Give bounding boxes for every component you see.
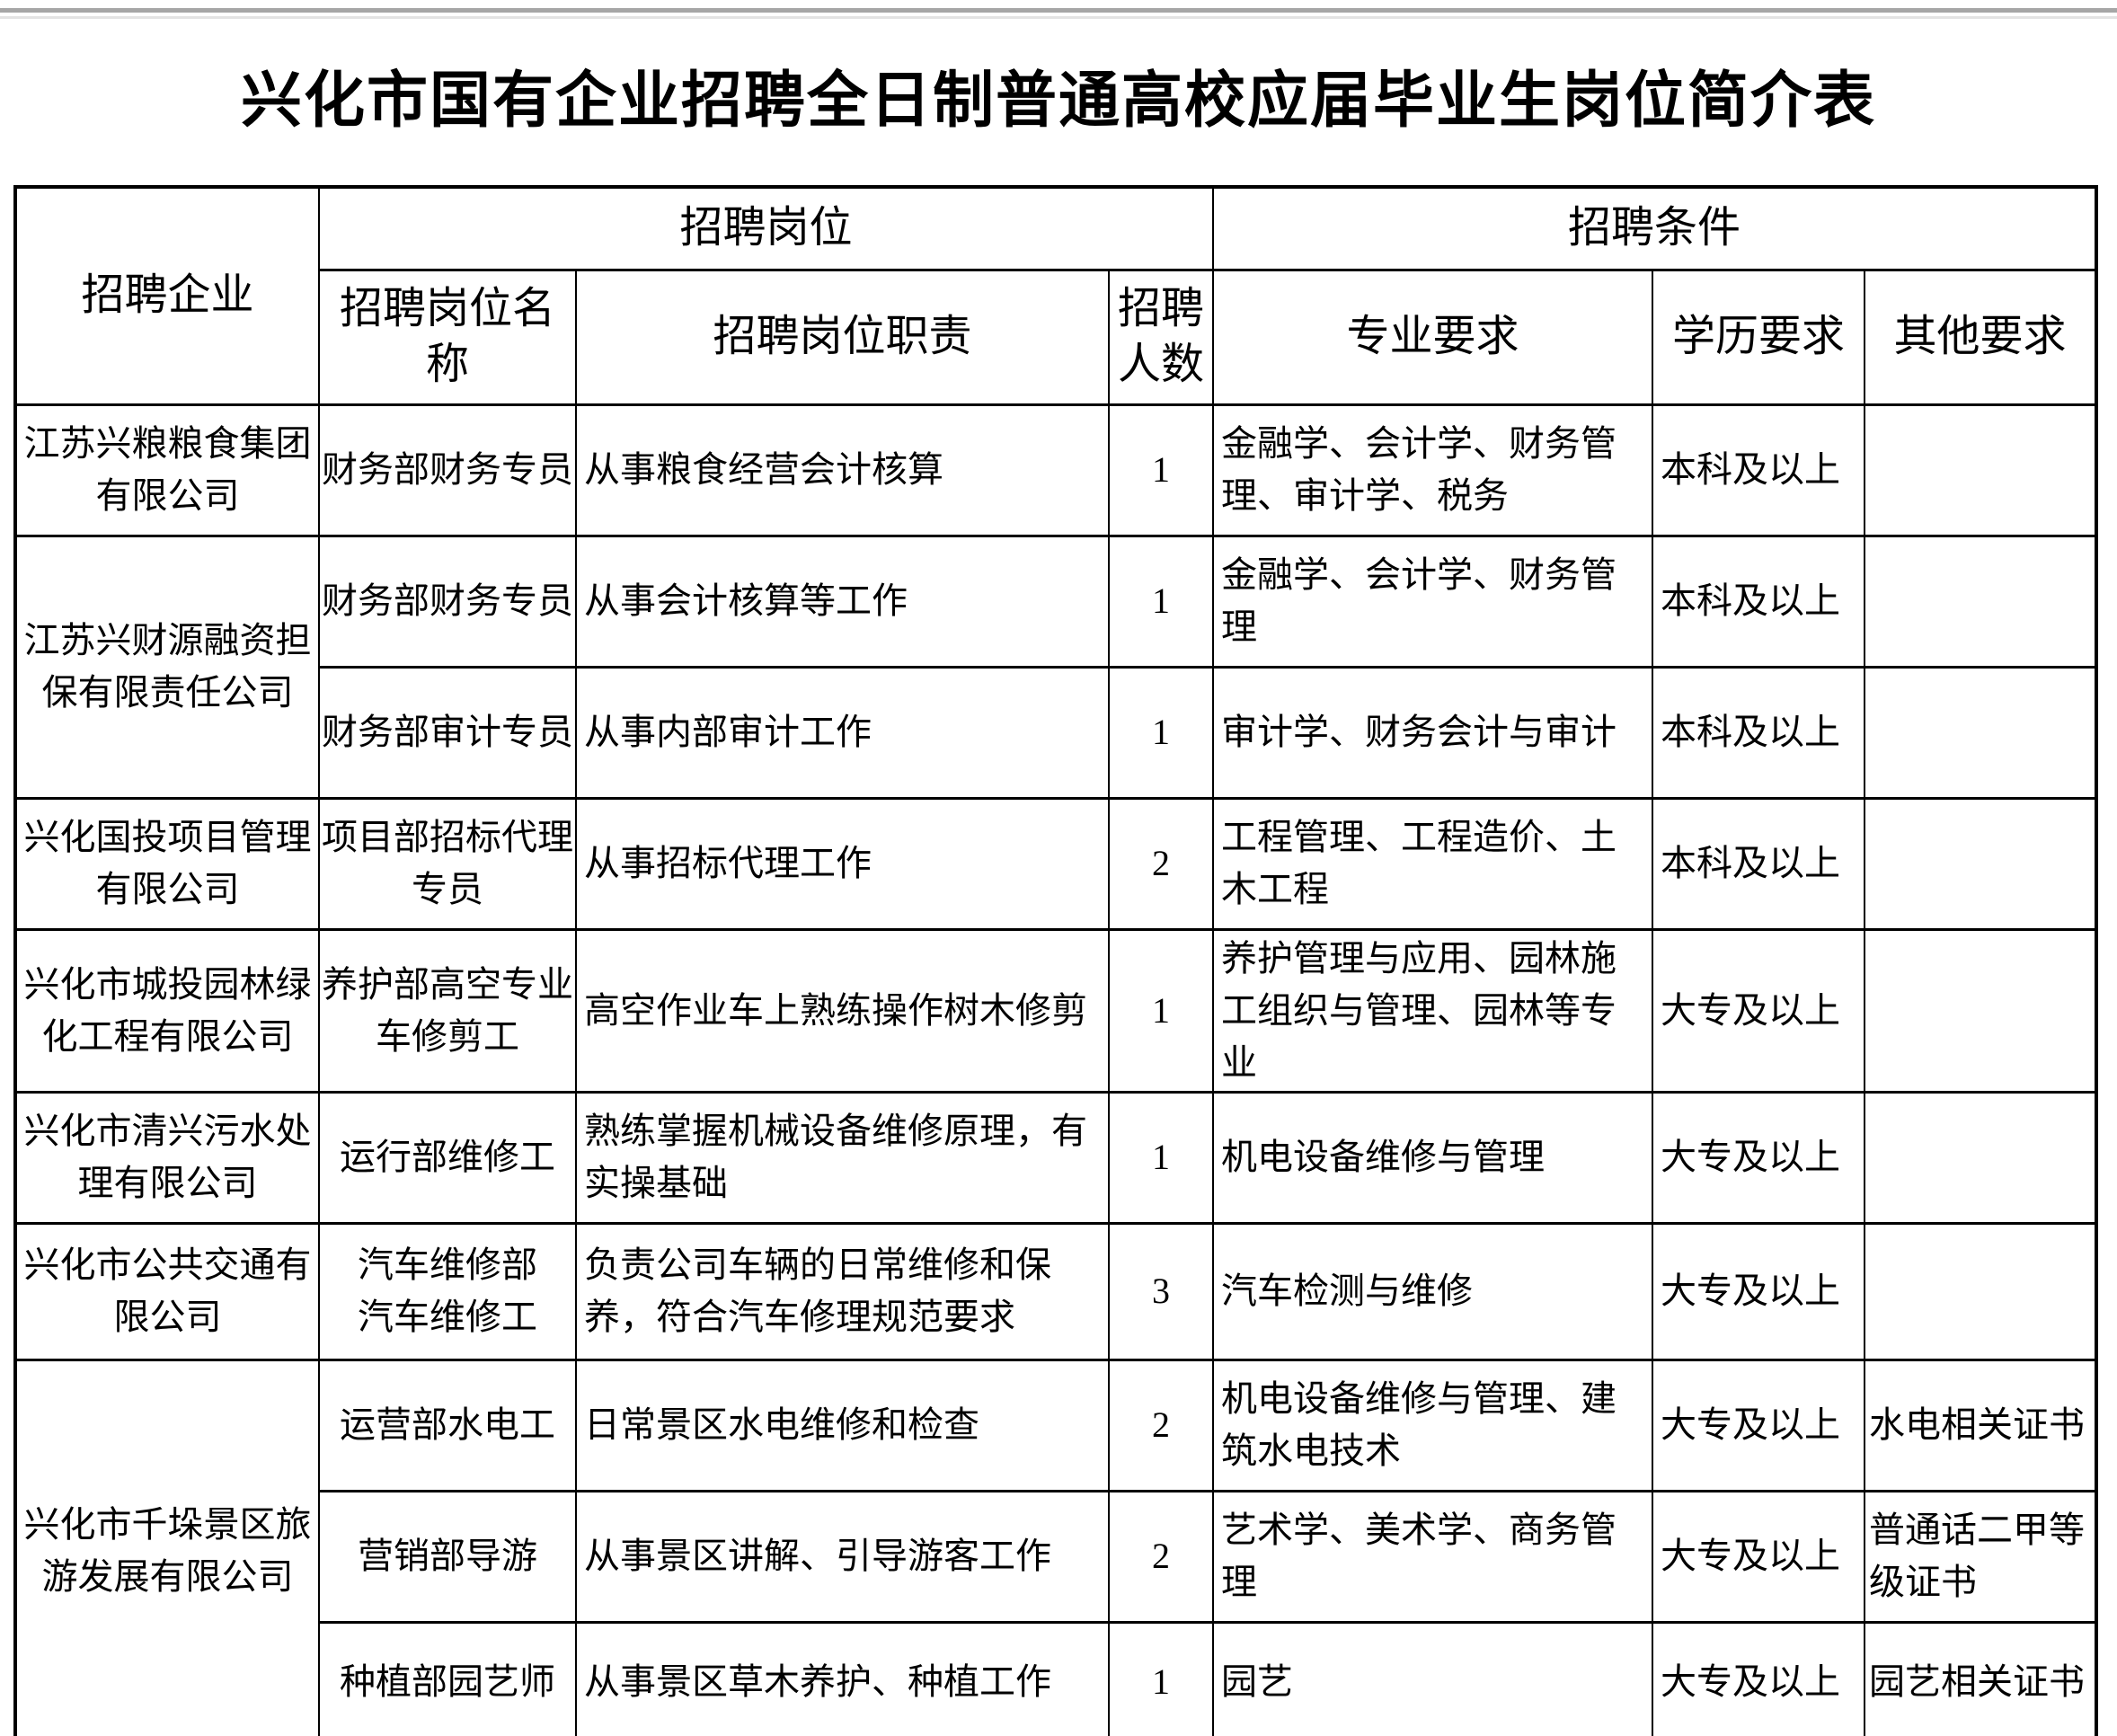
other-requirement-cell [1864,927,2098,1094]
position-name-cell: 种植部园艺师 [318,1620,577,1736]
education-cell: 本科及以上 [1652,796,1866,931]
header-company: 招聘企业 [14,185,320,406]
company-cell: 兴化国投项目管理有限公司 [14,796,320,931]
header-other: 其他要求 [1864,268,2098,406]
headcount-cell: 3 [1107,1221,1215,1361]
table-body: 江苏兴粮粮食集团有限公司 财务部财务专员 从事粮食经营会计核算 1 金融学、会计… [14,403,2098,1736]
headcount-cell: 1 [1107,927,1215,1094]
header-major: 专业要求 [1212,268,1654,406]
education-cell: 本科及以上 [1652,403,1866,537]
position-name-cell: 养护部高空专业车修剪工 [318,927,577,1094]
header-headcount: 招聘人数 [1107,268,1215,406]
other-requirement-cell [1864,665,2098,800]
education-cell: 本科及以上 [1652,534,1866,669]
headcount-cell: 1 [1107,534,1215,669]
header-position-name: 招聘岗位名称 [318,268,577,406]
position-duty-cell: 高空作业车上熟练操作树木修剪 [575,927,1110,1094]
company-cell: 江苏兴财源融资担保有限责任公司 [14,534,320,800]
position-duty-cell: 从事景区讲解、引导游客工作 [575,1489,1110,1624]
page-title: 兴化市国有企业招聘全日制普通高校应届毕业生岗位简介表 [240,66,1876,135]
position-name-cell: 财务部审计专员 [318,665,577,800]
education-cell: 本科及以上 [1652,665,1866,800]
header-group-row: 招聘企业 招聘岗位 招聘条件 [14,185,2098,406]
table-row: 营销部导游 从事景区讲解、引导游客工作 2 艺术学、美术学、商务管理 大专及以上… [15,1489,2098,1624]
headcount-cell: 2 [1107,1489,1215,1624]
table-row: 兴化市千垛景区旅游发展有限公司 运营部水电工 日常景区水电维修和检查 2 机电设… [14,1358,2098,1736]
other-requirement-cell: 水电相关证书 [1864,1358,2098,1492]
other-requirement-cell [1864,796,2098,931]
position-name-cell: 财务部财务专员 [318,403,577,537]
other-requirement-cell [1864,1090,2098,1225]
table-row: 兴化市清兴污水处理有限公司 运行部维修工 熟练掌握机械设备维修原理，有实操基础 … [14,1090,2098,1225]
other-requirement-cell: 普通话二甲等级证书 [1864,1489,2098,1624]
position-duty-cell: 从事会计核算等工作 [575,534,1110,669]
table-row: 财务部审计专员 从事内部审计工作 1 审计学、财务会计与审计 本科及以上 [15,665,2098,800]
education-cell: 大专及以上 [1652,1090,1866,1225]
headcount-cell: 1 [1107,665,1215,800]
table-header: 招聘企业 招聘岗位 招聘条件 招聘岗位名称 招聘岗位职责 招聘人数 专业要求 学… [14,185,2098,406]
position-duty-cell: 负责公司车辆的日常维修和保养，符合汽车修理规范要求 [575,1221,1110,1361]
major-cell: 艺术学、美术学、商务管理 [1212,1489,1654,1624]
other-requirement-cell: 园艺相关证书 [1864,1620,2098,1736]
position-duty-cell: 从事招标代理工作 [575,796,1110,931]
headcount-cell: 1 [1107,403,1215,537]
company-cell: 兴化市城投园林绿化工程有限公司 [14,927,320,1094]
other-requirement-cell [1864,534,2098,669]
position-duty-cell: 熟练掌握机械设备维修原理，有实操基础 [575,1090,1110,1225]
position-duty-cell: 从事粮食经营会计核算 [575,403,1110,537]
major-cell: 机电设备维修与管理 [1212,1090,1654,1225]
table-row: 兴化市城投园林绿化工程有限公司 养护部高空专业车修剪工 高空作业车上熟练操作树木… [14,927,2098,1094]
major-cell: 机电设备维修与管理、建筑水电技术 [1212,1358,1654,1492]
other-requirement-cell [1864,1221,2098,1361]
table-row: 江苏兴粮粮食集团有限公司 财务部财务专员 从事粮食经营会计核算 1 金融学、会计… [14,403,2098,537]
major-cell: 园艺 [1212,1620,1654,1736]
education-cell: 大专及以上 [1652,1489,1866,1624]
window-top-divider-light [0,16,2117,19]
header-position-group: 招聘岗位 [317,185,1215,271]
major-cell: 审计学、财务会计与审计 [1212,665,1654,800]
headcount-cell: 2 [1107,796,1215,931]
company-cell: 兴化市清兴污水处理有限公司 [14,1090,320,1225]
major-cell: 金融学、会计学、财务管理 [1212,534,1654,669]
table-row: 兴化国投项目管理有限公司 项目部招标代理专员 从事招标代理工作 2 工程管理、工… [14,796,2098,931]
major-cell: 养护管理与应用、园林施工组织与管理、园林等专业 [1212,927,1654,1094]
education-cell: 大专及以上 [1652,927,1866,1094]
headcount-cell: 1 [1107,1620,1215,1736]
major-cell: 金融学、会计学、财务管理、审计学、税务 [1212,403,1654,537]
header-columns-row: 招聘岗位名称 招聘岗位职责 招聘人数 专业要求 学历要求 其他要求 [15,268,2098,406]
position-duty-cell: 从事内部审计工作 [575,665,1110,800]
header-position-duty: 招聘岗位职责 [575,268,1110,406]
position-name-cell: 汽车维修部 汽车维修工 [318,1221,577,1361]
position-name-cell: 运营部水电工 [318,1358,577,1492]
education-cell: 大专及以上 [1652,1221,1866,1361]
position-name-cell: 营销部导游 [318,1489,577,1624]
table-row: 兴化市公共交通有限公司 汽车维修部 汽车维修工 负责公司车辆的日常维修和保养，符… [14,1221,2098,1361]
company-cell: 兴化市千垛景区旅游发展有限公司 [14,1358,320,1736]
company-cell: 江苏兴粮粮食集团有限公司 [14,403,320,537]
company-cell: 兴化市公共交通有限公司 [14,1221,320,1361]
window-top-divider-dark [0,8,2117,13]
major-cell: 汽车检测与维修 [1212,1221,1654,1361]
header-education: 学历要求 [1652,268,1866,406]
education-cell: 大专及以上 [1652,1620,1866,1736]
major-cell: 工程管理、工程造价、土木工程 [1212,796,1654,931]
table-row: 种植部园艺师 从事景区草木养护、种植工作 1 园艺 大专及以上 园艺相关证书 [15,1620,2098,1736]
education-cell: 大专及以上 [1652,1358,1866,1492]
job-positions-table: 招聘企业 招聘岗位 招聘条件 招聘岗位名称 招聘岗位职责 招聘人数 专业要求 学… [13,185,2099,1736]
position-name-cell: 运行部维修工 [318,1090,577,1225]
header-condition-group: 招聘条件 [1212,185,2098,271]
position-duty-cell: 从事景区草木养护、种植工作 [575,1620,1110,1736]
position-duty-cell: 日常景区水电维修和检查 [575,1358,1110,1492]
other-requirement-cell [1864,403,2098,537]
headcount-cell: 1 [1107,1090,1215,1225]
headcount-cell: 2 [1107,1358,1215,1492]
position-name-cell: 项目部招标代理专员 [318,796,577,931]
position-name-cell: 财务部财务专员 [318,534,577,669]
table-row: 江苏兴财源融资担保有限责任公司 财务部财务专员 从事会计核算等工作 1 金融学、… [14,534,2098,800]
